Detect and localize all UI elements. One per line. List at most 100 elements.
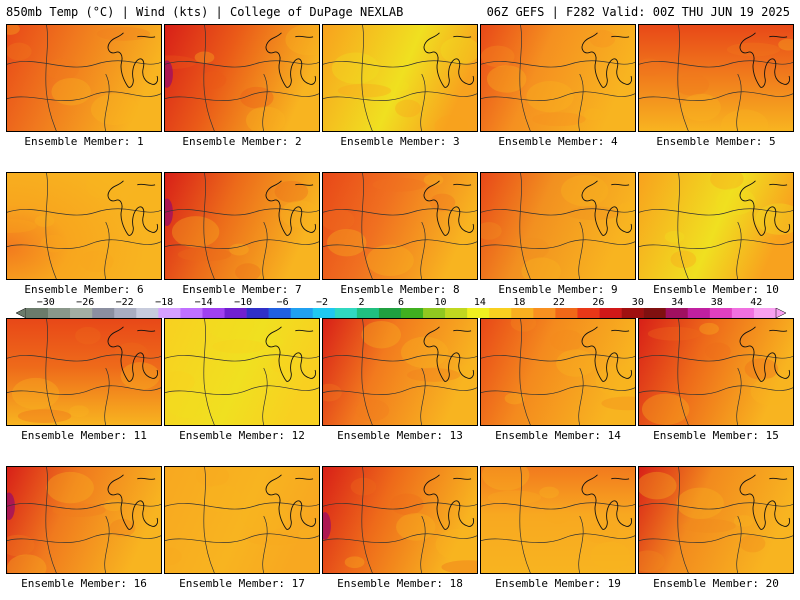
- colorbar-swatch: [26, 308, 49, 318]
- temperature-patch: [670, 250, 697, 269]
- colorbar-tick-label: −6: [276, 297, 289, 308]
- isotherm-contour: [7, 239, 161, 249]
- temperature-patch: [355, 399, 390, 422]
- temperature-patch: [435, 528, 477, 561]
- isotherm-contour: [361, 25, 373, 131]
- temperature-patch: [556, 349, 596, 377]
- temperature-field: [165, 25, 319, 131]
- temperature-shading: [481, 467, 635, 573]
- great-lakes-coastline: [423, 326, 474, 382]
- temperature-patch: [423, 173, 444, 186]
- temperature-patch: [744, 358, 779, 380]
- temperature-patch: [539, 486, 559, 499]
- isotherm-contour: [45, 467, 57, 573]
- isotherm-contour: [677, 467, 689, 573]
- isotherm-contour: [420, 367, 426, 425]
- temperature-patch: [212, 339, 266, 354]
- temperature-patch: [109, 519, 136, 537]
- colorbar-swatch: [202, 308, 225, 318]
- isotherm-contour: [578, 221, 584, 279]
- colorbar-tick-label: 6: [397, 297, 405, 308]
- temperature-patch: [639, 550, 665, 573]
- isotherm-contour: [165, 502, 319, 510]
- colorbar-swatch: [731, 308, 755, 318]
- temperature-patch: [481, 222, 502, 240]
- temperature-patch: [206, 319, 254, 340]
- ensemble-member-map: [638, 466, 794, 574]
- isotherm-contour: [323, 533, 477, 543]
- temperature-field: [481, 319, 635, 425]
- colorbar-swatch: [423, 308, 446, 318]
- temperature-patch: [75, 326, 101, 345]
- temperature-patch: [584, 521, 619, 544]
- colorbar-swatch: [70, 308, 93, 318]
- ensemble-member-label: Ensemble Member: 8: [340, 283, 460, 296]
- temperature-shading: [165, 467, 319, 573]
- colorbar-swatch: [158, 308, 181, 318]
- temperature-shading: [481, 25, 635, 131]
- temperature-patch: [7, 25, 20, 35]
- ensemble-member-map: [322, 172, 478, 280]
- great-lakes-coastline: [107, 474, 158, 530]
- isotherm-contour: [323, 60, 477, 68]
- isotherm-contour: [165, 385, 319, 395]
- isotherm-contour: [677, 319, 689, 425]
- temperature-patch: [733, 515, 754, 527]
- colorbar-tick-label: −14: [194, 297, 213, 308]
- isotherm-contour: [677, 173, 689, 279]
- colorbar-tick-label: 22: [552, 297, 565, 308]
- great-lakes-coastline: [107, 180, 158, 236]
- temperature-patch: [441, 560, 477, 573]
- colorbar-tick-label: −30: [36, 297, 55, 308]
- temperature-patch: [344, 556, 365, 569]
- temperature-field: [639, 319, 793, 425]
- colorbar-swatch: [268, 308, 292, 318]
- temperature-patch: [337, 83, 392, 98]
- colorbar-tick-label: −10: [234, 297, 253, 308]
- colorbar-swatch: [643, 308, 667, 318]
- temperature-shading: [7, 173, 161, 279]
- temperature-field: [639, 25, 793, 131]
- isotherm-contour: [639, 60, 793, 68]
- chart-title: 850mb Temp (°C) | Wind (kts) | College o…: [6, 5, 404, 19]
- ensemble-member-map: [638, 318, 794, 426]
- temperature-patch: [46, 471, 94, 504]
- temperature-patch: [269, 355, 296, 373]
- ensemble-member-label: Ensemble Member: 4: [498, 135, 618, 148]
- temperature-patch: [177, 247, 232, 262]
- ensemble-member-map: [6, 24, 162, 132]
- isotherm-contour: [639, 533, 793, 543]
- colorbar-swatch: [356, 308, 380, 318]
- temperature-patch: [263, 335, 284, 348]
- isotherm-contour: [519, 25, 531, 131]
- isotherm-contour: [323, 354, 477, 362]
- temperature-patch: [165, 55, 197, 70]
- temperature-shading: [7, 467, 161, 573]
- ensemble-member-map: [638, 172, 794, 280]
- colorbar-swatch: [246, 308, 269, 318]
- temperature-patch: [521, 257, 561, 279]
- colorbar-swatch: [555, 308, 578, 318]
- temperature-field: [7, 173, 161, 279]
- colorbar-max-arrow: [775, 308, 786, 318]
- temperature-patch: [750, 377, 791, 406]
- great-lakes-coastline: [265, 474, 316, 530]
- temperature-field: [481, 467, 635, 573]
- temperature-patch: [240, 86, 274, 109]
- temperature-patch: [326, 228, 367, 257]
- colorbar-swatch: [467, 308, 490, 318]
- isotherm-contour: [736, 515, 742, 573]
- temperature-field: [323, 319, 477, 425]
- colorbar-tick-label: 26: [592, 297, 605, 308]
- hot-core: [323, 512, 331, 540]
- header: 850mb Temp (°C) | Wind (kts) | College o…: [0, 0, 800, 22]
- great-lakes-coastline: [107, 326, 158, 382]
- ensemble-member-map: [322, 466, 478, 574]
- isotherm-contour: [481, 354, 635, 362]
- isotherm-contour: [361, 319, 373, 425]
- isotherm-contour: [677, 25, 689, 131]
- temperature-patch: [699, 322, 719, 335]
- colorbar-swatch: [709, 308, 733, 318]
- temperature-patch: [550, 329, 584, 352]
- colorbar-tick-label: −22: [115, 297, 134, 308]
